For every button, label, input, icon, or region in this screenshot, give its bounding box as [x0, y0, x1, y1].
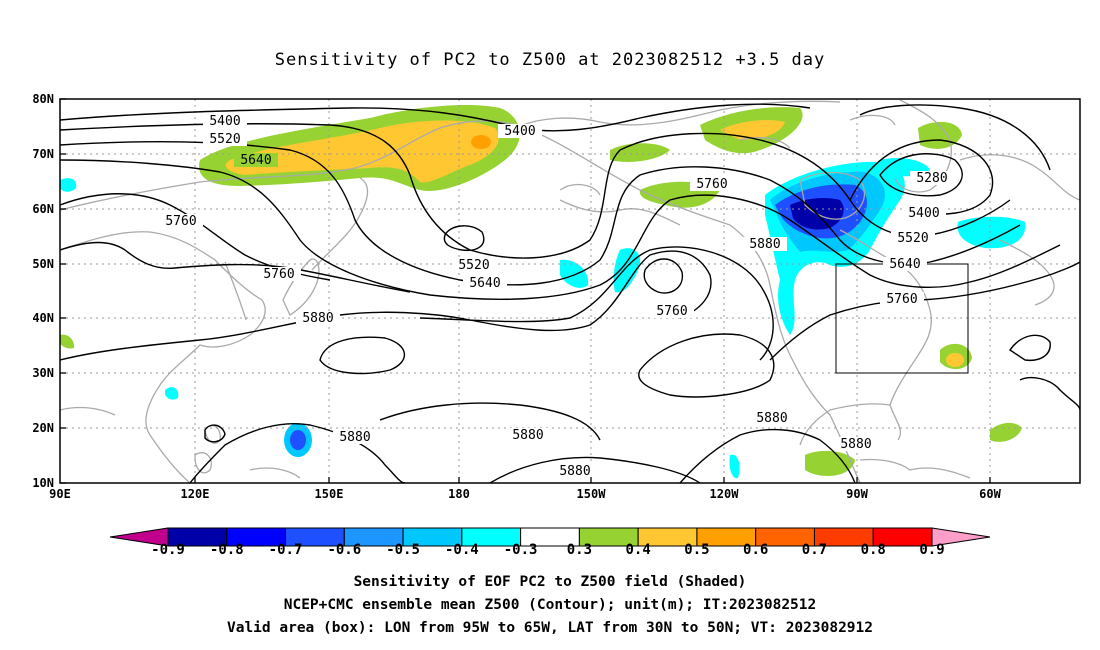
sensitivity-shading — [60, 105, 1026, 479]
lon-label: 90E — [49, 487, 71, 501]
contour-label: 5760 — [165, 214, 196, 229]
contour-label: 5640 — [240, 153, 271, 168]
lat-label: 40N — [32, 311, 54, 325]
map-title: Sensitivity of PC2 to Z500 at 2023082512… — [274, 50, 826, 70]
contour-label: 5280 — [916, 171, 947, 186]
contour-label: 5760 — [696, 177, 727, 192]
contour-label: 5880 — [756, 411, 787, 426]
contour-label: 5880 — [339, 430, 370, 445]
colorbar — [109, 527, 991, 547]
lon-label: 180 — [448, 487, 470, 501]
colorbar-label: 0.7 — [801, 542, 828, 558]
strong-positive-north-pacific — [225, 120, 499, 183]
caption-line-1: Sensitivity of EOF PC2 to Z500 field (Sh… — [353, 574, 747, 590]
contour-labels: 5400 5520 5640 5400 5760 5760 5880 5520 … — [159, 114, 954, 479]
orange-spot — [471, 135, 491, 149]
lat-label: 30N — [32, 366, 54, 380]
contour-label: 5520 — [458, 258, 489, 273]
colorbar-label: 0.4 — [625, 542, 651, 558]
contour-label: 5520 — [897, 231, 928, 246]
map-frame — [59, 98, 1081, 484]
positive-region-atlantic — [990, 422, 1022, 442]
positive-region-alaska — [610, 143, 670, 162]
lat-label: 80N — [32, 92, 54, 106]
colorbar-label: -0.7 — [268, 542, 303, 558]
lat-label: 10N — [32, 476, 54, 490]
lon-label: 150W — [576, 487, 606, 501]
negative-region-gulf-alaska — [613, 248, 641, 293]
contour-label: 5760 — [263, 267, 294, 282]
positive-region-gulf — [805, 450, 855, 476]
contour-label: 5880 — [302, 311, 333, 326]
colorbar-label: 0.5 — [684, 542, 710, 558]
contour-label: 5880 — [749, 237, 780, 252]
contour-label: 5760 — [656, 304, 687, 319]
contour-label: 5640 — [889, 257, 920, 272]
lon-label: 90W — [846, 487, 868, 501]
contour-label: 5880 — [840, 437, 871, 452]
contour-label: 5520 — [209, 132, 240, 147]
colorbar-label: -0.4 — [444, 542, 479, 558]
colorbar-high-extension — [931, 527, 991, 547]
colorbar-label: -0.8 — [209, 542, 244, 558]
lat-label: 60N — [32, 202, 54, 216]
caption-line-3: Valid area (box): LON from 95W to 65W, L… — [226, 620, 873, 636]
lon-label: 60W — [979, 487, 1001, 501]
colorbar-label: 0.8 — [860, 542, 886, 558]
colorbar-label: 0.6 — [743, 542, 769, 558]
contour-label: 5400 — [504, 124, 535, 139]
contour-label: 5880 — [512, 428, 543, 443]
contour-label: 5640 — [469, 276, 500, 291]
lon-label: 150E — [314, 487, 344, 501]
negative-region-labrador — [957, 216, 1026, 249]
colorbar-label: -0.9 — [151, 542, 185, 558]
lat-label: 20N — [32, 421, 54, 435]
colorbar-label: 0.9 — [919, 542, 945, 558]
colorbar-label: -0.5 — [386, 542, 420, 558]
lon-label: 120E — [180, 487, 210, 501]
lat-label: 70N — [32, 147, 54, 161]
contour-label: 5400 — [209, 114, 240, 129]
colorbar-label: 0.3 — [566, 542, 593, 558]
z500-contours — [60, 103, 1080, 483]
colorbar-label: -0.6 — [327, 542, 362, 558]
axis-ticks — [60, 98, 991, 484]
negative-region-nw-pacific-coast — [560, 259, 589, 288]
caption-line-2: NCEP+CMC ensemble mean Z500 (Contour); u… — [283, 597, 817, 613]
contour-label: 5880 — [559, 464, 590, 479]
lat-label: 50N — [32, 257, 54, 271]
contour-label: 5400 — [908, 206, 939, 221]
lon-label: 120W — [709, 487, 739, 501]
contour-label: 5760 — [886, 292, 917, 307]
grid-lines — [60, 99, 1080, 483]
colorbar-label: -0.3 — [503, 542, 538, 558]
